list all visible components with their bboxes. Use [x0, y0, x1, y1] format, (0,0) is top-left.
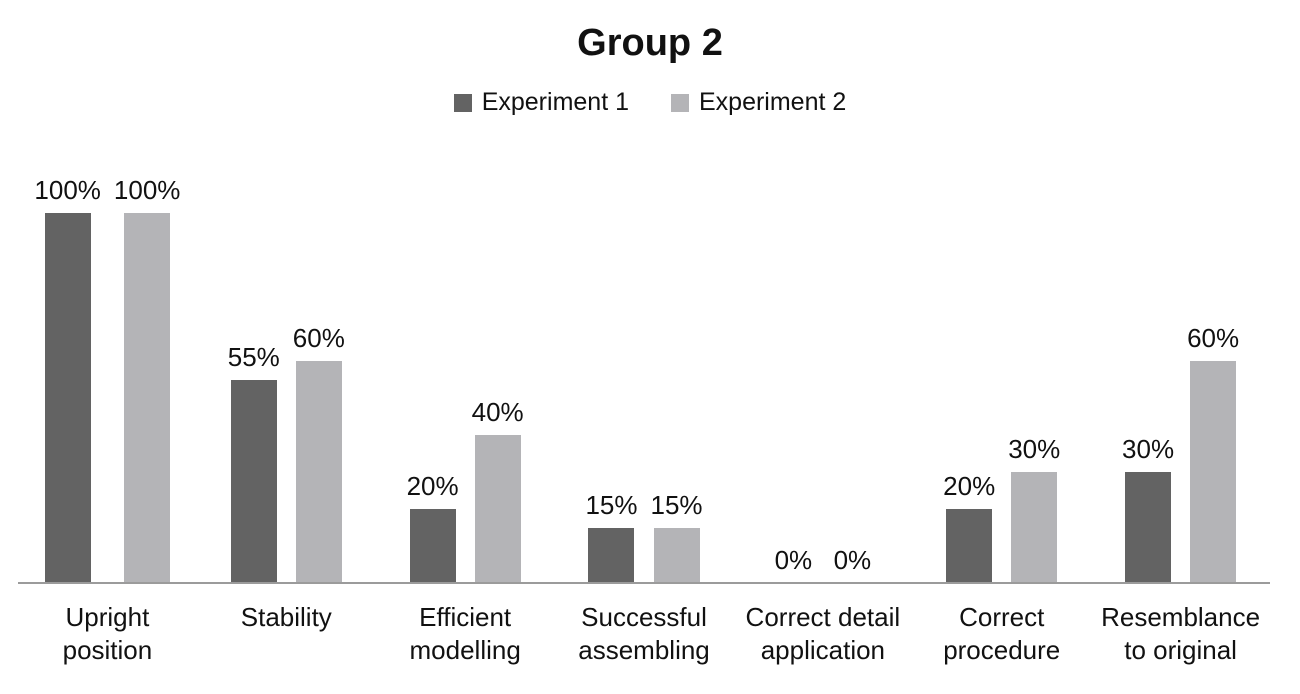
- bar-experiment-2-stability: [295, 361, 342, 583]
- bar-pair: 15% 15%: [585, 489, 703, 583]
- bar-experiment-1-successful-assembling: [588, 527, 635, 583]
- bar-pair: 20% 40%: [407, 397, 524, 583]
- x-axis-labels: Upright position Stability Efficient model…: [18, 601, 1270, 668]
- bar-group-correct-procedure: 20% 30%: [912, 160, 1091, 583]
- bar-unit-experiment-2-correct-detail-application: 0%: [829, 545, 875, 583]
- value-label: 100%: [113, 175, 181, 205]
- bar-experiment-1-stability: [230, 379, 277, 583]
- chart-title: Group 2: [577, 22, 723, 64]
- bar-experiment-1-efficient-modelling: [409, 509, 456, 583]
- legend-label: Experiment 1: [481, 88, 629, 116]
- bar-unit-experiment-2-efficient-modelling: 40%: [472, 397, 524, 583]
- bar-unit-experiment-1-correct-procedure: 20%: [943, 471, 995, 583]
- x-axis-label-upright-position: Upright position: [62, 602, 153, 666]
- bar-group-efficient-modelling: 20% 40%: [376, 160, 555, 583]
- bar-unit-experiment-2-stability: 60%: [293, 323, 345, 583]
- bar-unit-experiment-2-upright-position: 100%: [113, 175, 181, 583]
- legend-item-experiment-1: Experiment 1: [453, 88, 629, 117]
- legend-marker-icon: [671, 93, 689, 112]
- value-label: 55%: [227, 341, 280, 372]
- bar-unit-experiment-2-successful-assembling: 15%: [650, 489, 703, 583]
- value-label: 0%: [833, 545, 872, 575]
- bar-unit-experiment-1-successful-assembling: 15%: [585, 489, 638, 583]
- value-label: 60%: [1187, 323, 1240, 353]
- value-label: 20%: [943, 471, 996, 501]
- bar-pair: 100% 100%: [34, 175, 180, 583]
- bar-experiment-2-correct-procedure: [1011, 472, 1058, 583]
- x-axis-label-stability: Stability: [240, 602, 332, 632]
- bar-unit-experiment-2-correct-procedure: 30%: [1008, 434, 1060, 583]
- plot-area: 100% 100% 55% 60% 20% 40% 15% 15% 0% 0% 20% 30% 30% 6…: [18, 160, 1270, 583]
- value-label: 20%: [406, 471, 459, 501]
- bar-group-correct-detail-application: 0% 0%: [733, 160, 912, 583]
- x-axis-label-correct-procedure: Correct procedure: [943, 602, 1061, 666]
- bar-pair: 30% 60%: [1122, 323, 1239, 583]
- bar-unit-experiment-1-resemblance-to-original: 30%: [1122, 434, 1174, 583]
- legend-marker-icon: [453, 93, 472, 112]
- bar-group-stability: 55% 60%: [197, 160, 376, 583]
- value-label: 15%: [585, 489, 638, 520]
- bar-experiment-2-resemblance-to-original: [1190, 361, 1237, 583]
- value-label: 30%: [1008, 434, 1061, 464]
- value-label: 0%: [774, 545, 813, 575]
- bar-experiment-1-upright-position: [44, 213, 91, 583]
- bar-unit-experiment-2-resemblance-to-original: 60%: [1187, 323, 1239, 583]
- x-axis-label-successful-assembling: Successful assembling: [578, 602, 710, 666]
- value-label: 30%: [1122, 434, 1175, 464]
- bar-group-successful-assembling: 15% 15%: [555, 160, 734, 583]
- bar-experiment-1-correct-procedure: [946, 509, 993, 583]
- legend: Experiment 1 Experiment 2: [0, 88, 1300, 117]
- value-label: 60%: [292, 323, 345, 353]
- bar-group-resemblance-to-original: 30% 60%: [1091, 160, 1270, 583]
- bar-pair: 0% 0%: [770, 545, 875, 583]
- x-axis-label-efficient-modelling: Efficient modelling: [409, 602, 521, 666]
- bar-group-upright-position: 100% 100%: [18, 160, 197, 583]
- x-axis-label-resemblance-to-original: Resemblance to original: [1101, 602, 1261, 666]
- bar-experiment-2-upright-position: [124, 213, 171, 583]
- bar-experiment-1-resemblance-to-original: [1125, 472, 1172, 583]
- bar-unit-experiment-1-correct-detail-application: 0%: [770, 545, 816, 583]
- bar-unit-experiment-1-stability: 55%: [227, 341, 280, 583]
- legend-label: Experiment 2: [699, 88, 847, 116]
- bar-unit-experiment-1-efficient-modelling: 20%: [407, 471, 459, 583]
- value-label: 40%: [471, 397, 524, 427]
- bar-experiment-2-efficient-modelling: [474, 435, 521, 583]
- value-label: 100%: [34, 175, 101, 205]
- bar-pair: 20% 30%: [943, 434, 1060, 583]
- x-axis-label-correct-detail-application: Correct detail application: [745, 602, 901, 666]
- bar-pair: 55% 60%: [228, 323, 345, 583]
- legend-item-experiment-2: Experiment 2: [671, 88, 846, 117]
- x-axis-line: [18, 582, 1270, 584]
- bar-unit-experiment-1-upright-position: 100%: [34, 175, 101, 583]
- bar-experiment-2-successful-assembling: [653, 527, 700, 583]
- value-label: 15%: [650, 489, 703, 520]
